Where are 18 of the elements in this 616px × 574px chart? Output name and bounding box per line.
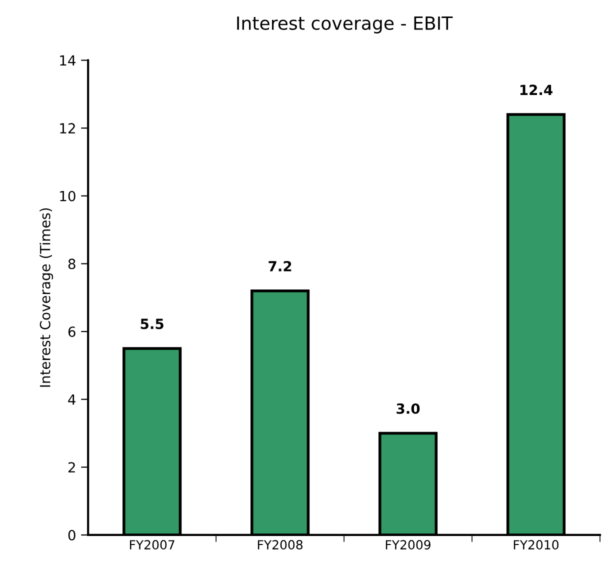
y-tick-label: 0 <box>68 530 76 540</box>
y-tick-label: 8 <box>68 258 76 270</box>
data-label: 5.5 <box>140 318 164 330</box>
y-axis-title: Interest Coverage (Times) <box>40 208 54 387</box>
y-tick-label: 2 <box>68 462 75 472</box>
data-label: 12.4 <box>520 84 552 95</box>
x-tick-label: FY2010 <box>514 540 558 550</box>
y-tick-label: 4 <box>68 394 76 405</box>
y-tick-label: 6 <box>68 326 76 337</box>
data-label: 7.2 <box>268 260 292 272</box>
x-tick-label: FY2009 <box>386 540 430 550</box>
y-tick-label: 10 <box>60 190 76 202</box>
x-tick-label: FY2007 <box>130 540 174 550</box>
x-tick-label: FY2008 <box>258 540 303 550</box>
y-tick-label: 12 <box>60 123 75 134</box>
data-label: 3.0 <box>396 403 420 414</box>
chart-title: Interest coverage - EBIT <box>237 16 453 34</box>
y-tick-label: 14 <box>60 55 76 66</box>
